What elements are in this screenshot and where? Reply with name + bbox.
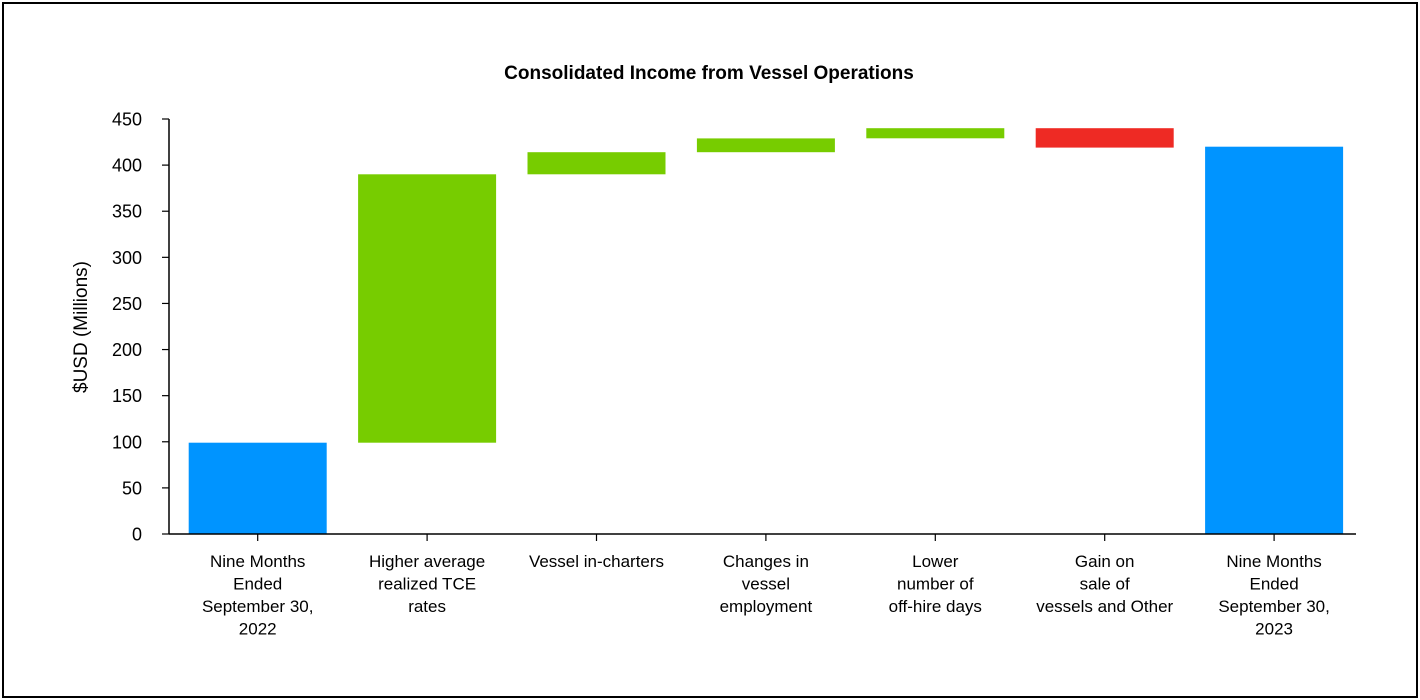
x-tick-label-2: Higher average realized TCE rates [369, 552, 485, 616]
y-tick-label-250: 250 [112, 294, 142, 314]
x-tick-label-1: Nine Months Ended September 30, 2022 [202, 552, 314, 639]
bars-layer [188, 128, 1344, 534]
y-tick-label-100: 100 [112, 432, 142, 452]
y-tick-label-0: 0 [132, 525, 142, 545]
bar-4-increase [696, 138, 835, 153]
y-tick-label-200: 200 [112, 340, 142, 360]
labels-layer: 0 50 100 150 200 250 300 350 400 450 Nine Months En… [112, 110, 1330, 639]
x-tick-label-7: Nine Months Ended September 30, 2023 [1218, 552, 1330, 639]
y-tick-label-450: 450 [112, 110, 142, 130]
bar-6-decrease [1035, 128, 1174, 148]
x-tick-label-6: Gain on sale of vessels and Other [1036, 552, 1173, 616]
bar-3-increase [527, 152, 666, 175]
x-tick-label-4: Changes in vessel employment [720, 552, 813, 616]
y-tick-label-400: 400 [112, 156, 142, 176]
y-tick-label-350: 350 [112, 202, 142, 222]
bar-7-total [1205, 146, 1344, 534]
bar-2-increase [358, 174, 497, 443]
axes-layer [162, 118, 1356, 541]
bar-1-total [188, 442, 327, 534]
bar-5-increase [866, 128, 1005, 139]
y-axis-title: $USD (Millions) [71, 261, 92, 393]
chart-title: Consolidated Income from Vessel Operatio… [504, 63, 914, 84]
x-tick-label-3: Vessel in-charters [529, 552, 664, 571]
x-tick-label-5: Lower number of off-hire days [889, 552, 982, 616]
y-tick-label-150: 150 [112, 386, 142, 406]
y-tick-label-300: 300 [112, 248, 142, 268]
y-tick-label-50: 50 [122, 478, 142, 498]
